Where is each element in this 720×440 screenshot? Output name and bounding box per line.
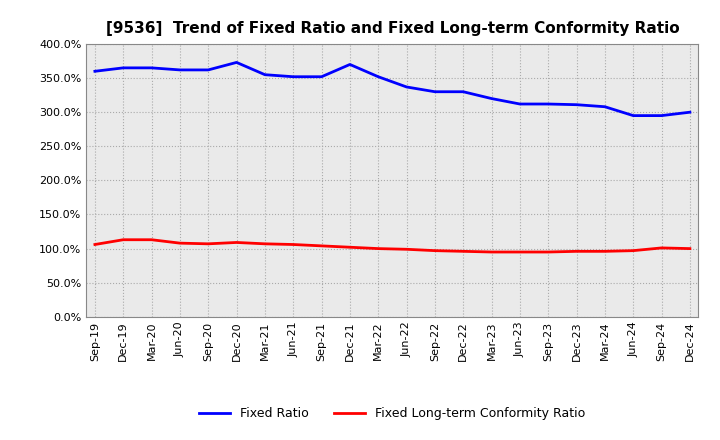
Fixed Ratio xyxy=(346,62,354,67)
Fixed Long-term Conformity Ratio xyxy=(544,249,552,255)
Fixed Long-term Conformity Ratio xyxy=(261,241,269,246)
Fixed Long-term Conformity Ratio xyxy=(318,243,326,249)
Fixed Ratio xyxy=(318,74,326,79)
Fixed Long-term Conformity Ratio xyxy=(600,249,609,254)
Fixed Long-term Conformity Ratio xyxy=(204,241,212,246)
Fixed Ratio xyxy=(657,113,666,118)
Fixed Long-term Conformity Ratio xyxy=(459,249,467,254)
Fixed Ratio xyxy=(233,60,241,65)
Legend: Fixed Ratio, Fixed Long-term Conformity Ratio: Fixed Ratio, Fixed Long-term Conformity … xyxy=(194,402,590,425)
Fixed Ratio xyxy=(459,89,467,94)
Fixed Long-term Conformity Ratio xyxy=(148,237,156,242)
Fixed Long-term Conformity Ratio xyxy=(289,242,297,247)
Fixed Ratio xyxy=(487,96,496,101)
Fixed Long-term Conformity Ratio xyxy=(233,240,241,245)
Fixed Long-term Conformity Ratio xyxy=(402,247,411,252)
Fixed Long-term Conformity Ratio xyxy=(374,246,382,251)
Fixed Ratio xyxy=(289,74,297,79)
Fixed Ratio xyxy=(572,102,581,107)
Fixed Long-term Conformity Ratio xyxy=(431,248,439,253)
Fixed Ratio xyxy=(91,69,99,74)
Fixed Long-term Conformity Ratio xyxy=(685,246,694,251)
Fixed Long-term Conformity Ratio xyxy=(629,248,637,253)
Fixed Ratio xyxy=(148,65,156,70)
Fixed Ratio xyxy=(629,113,637,118)
Fixed Ratio xyxy=(516,101,524,106)
Fixed Ratio xyxy=(374,74,382,79)
Fixed Ratio xyxy=(600,104,609,110)
Line: Fixed Long-term Conformity Ratio: Fixed Long-term Conformity Ratio xyxy=(95,240,690,252)
Fixed Ratio xyxy=(402,84,411,90)
Fixed Ratio xyxy=(261,72,269,77)
Fixed Long-term Conformity Ratio xyxy=(176,241,184,246)
Fixed Ratio xyxy=(685,110,694,115)
Fixed Ratio xyxy=(119,65,127,70)
Fixed Long-term Conformity Ratio xyxy=(346,245,354,250)
Fixed Ratio xyxy=(204,67,212,73)
Line: Fixed Ratio: Fixed Ratio xyxy=(95,62,690,116)
Title: [9536]  Trend of Fixed Ratio and Fixed Long-term Conformity Ratio: [9536] Trend of Fixed Ratio and Fixed Lo… xyxy=(106,21,679,36)
Fixed Ratio xyxy=(176,67,184,73)
Fixed Long-term Conformity Ratio xyxy=(657,245,666,250)
Fixed Long-term Conformity Ratio xyxy=(516,249,524,255)
Fixed Ratio xyxy=(431,89,439,94)
Fixed Long-term Conformity Ratio xyxy=(487,249,496,255)
Fixed Long-term Conformity Ratio xyxy=(119,237,127,242)
Fixed Long-term Conformity Ratio xyxy=(572,249,581,254)
Fixed Long-term Conformity Ratio xyxy=(91,242,99,247)
Fixed Ratio xyxy=(544,101,552,106)
